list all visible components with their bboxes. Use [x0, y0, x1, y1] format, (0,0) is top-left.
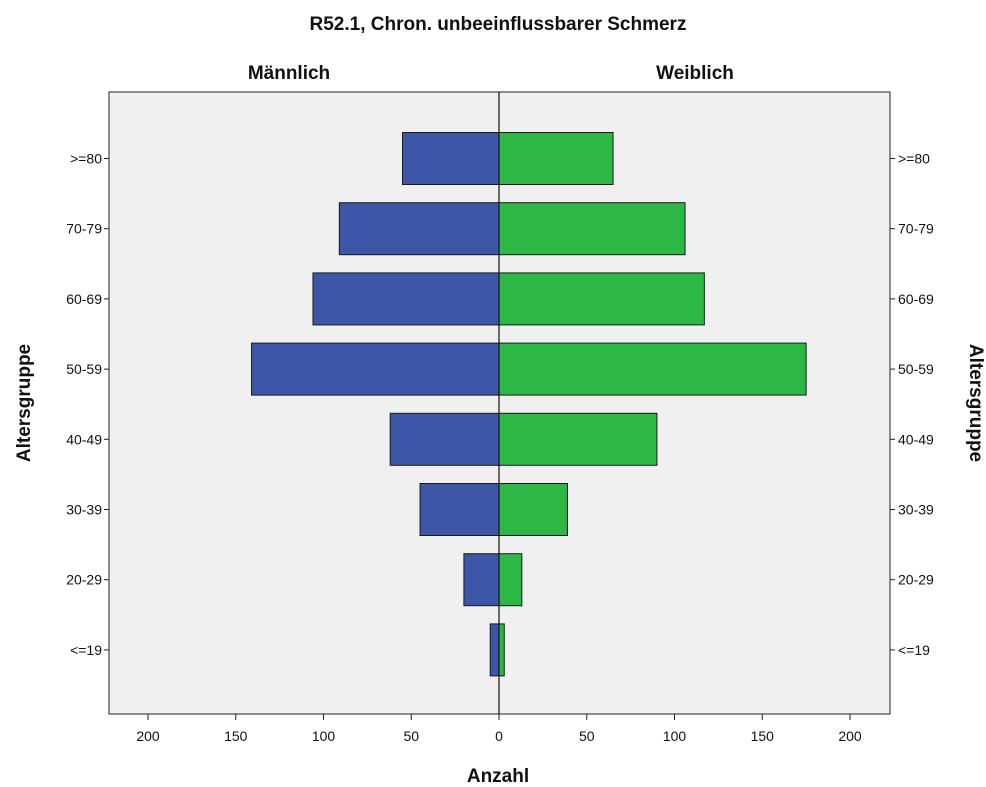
y-tick-label-left-2: 60-69: [66, 291, 102, 307]
bar-weiblich-1: [498, 202, 686, 256]
y-axis-label-right: Altersgruppe: [965, 344, 986, 462]
bar-maennlich-4: [389, 412, 500, 466]
y-tick-label-right-0: >=80: [898, 151, 930, 167]
y-axis-left: >=80 70-79 60-69 50-59 40-49 30-39 20-29 <=19: [66, 151, 109, 658]
bar-maennlich-2: [312, 272, 500, 326]
bar-maennlich-6: [463, 553, 500, 607]
x-tick-label-8: 200: [838, 728, 862, 744]
bar-maennlich-5: [419, 483, 500, 536]
x-tick-label-5: 50: [579, 728, 595, 744]
bar-maennlich-7: [489, 623, 500, 677]
bars-maennlich: [251, 132, 500, 677]
x-tick-label-7: 150: [751, 728, 775, 744]
y-tick-label-right-7: <=19: [898, 642, 930, 658]
x-tick-label-4: 0: [495, 728, 503, 744]
bar-maennlich-3: [251, 342, 500, 396]
x-tick-label-3: 50: [403, 728, 419, 744]
y-tick-label-left-4: 40-49: [66, 431, 102, 447]
bar-weiblich-4: [498, 412, 658, 466]
bar-maennlich-0: [401, 132, 500, 185]
bar-weiblich-6: [498, 553, 523, 607]
y-tick-label-right-5: 30-39: [898, 502, 934, 518]
x-tick-label-6: 100: [663, 728, 687, 744]
y-tick-label-right-2: 60-69: [898, 291, 934, 307]
y-tick-label-right-3: 50-59: [898, 361, 934, 377]
y-tick-label-left-3: 50-59: [66, 361, 102, 377]
bar-weiblich-0: [498, 132, 614, 185]
y-tick-label-left-0: >=80: [70, 151, 102, 167]
x-tick-label-1: 150: [224, 728, 248, 744]
x-tick-label-2: 100: [312, 728, 336, 744]
y-tick-label-right-4: 40-49: [898, 431, 934, 447]
y-tick-label-left-6: 20-29: [66, 572, 102, 588]
chart-title: R52.1, Chron. unbeeinflussbarer Schmerz: [310, 14, 687, 35]
bar-maennlich-1: [338, 202, 500, 256]
x-axis: 200 150 100 50 0 50 100 150 200: [136, 714, 862, 744]
y-tick-label-left-7: <=19: [70, 642, 102, 658]
x-axis-label: Anzahl: [467, 766, 529, 787]
series-label-maennlich: Männlich: [248, 63, 330, 84]
y-axis-right: >=80 70-79 60-69 50-59 40-49 30-39 20-29 <=19: [890, 151, 934, 658]
bars-weiblich: [498, 132, 807, 677]
y-axis-label-left: Altersgruppe: [14, 344, 35, 462]
bar-weiblich-7: [498, 623, 505, 677]
y-tick-label-left-5: 30-39: [66, 502, 102, 518]
bar-weiblich-3: [498, 342, 807, 396]
series-label-weiblich: Weiblich: [656, 63, 734, 84]
bar-weiblich-2: [498, 272, 705, 326]
y-tick-label-right-1: 70-79: [898, 221, 934, 237]
y-tick-label-right-6: 20-29: [898, 572, 934, 588]
y-tick-label-left-1: 70-79: [66, 221, 102, 237]
bar-weiblich-5: [498, 483, 568, 536]
x-tick-label-0: 200: [136, 728, 160, 744]
